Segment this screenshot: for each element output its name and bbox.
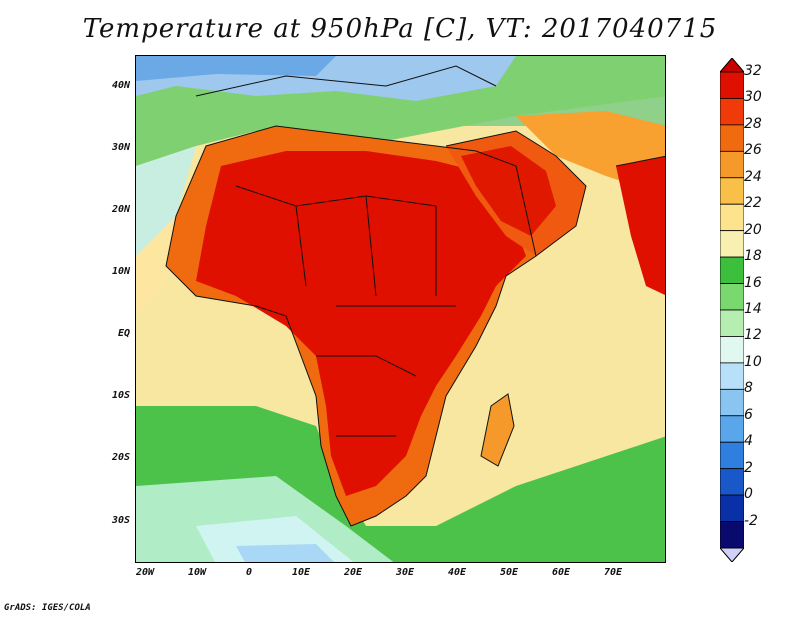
colorbar-swatch (720, 124, 744, 152)
madagascar (481, 394, 514, 466)
lon-label-10e: 10E (291, 567, 311, 578)
lat-label-30s: 30S (111, 515, 130, 526)
lon-label-20w: 20W (135, 567, 155, 578)
colorbar-label: 0 (744, 486, 753, 503)
south-cold-patch (236, 544, 334, 562)
colorbar-swatch (720, 256, 744, 284)
lat-label-30n: 30N (111, 142, 130, 153)
colorbar-label: 26 (744, 142, 762, 159)
colorbar-swatch (720, 521, 744, 549)
colorbar-label: 16 (744, 274, 762, 291)
colorbar-swatch (720, 230, 744, 258)
arabia-hot (461, 146, 556, 236)
colorbar-swatch (720, 283, 744, 311)
lat-label-20n: 20N (111, 204, 130, 215)
colorbar-label: 6 (744, 406, 753, 423)
colorbar-swatch (720, 71, 744, 99)
lon-label-20e: 20E (343, 567, 363, 578)
lat-label-20s: 20S (111, 452, 130, 463)
colorbar-label: 28 (744, 115, 762, 132)
country-borders (165, 65, 665, 527)
atlantic-yellow (136, 216, 176, 316)
colorbar-swatch (720, 177, 744, 205)
colorbar-label: 20 (744, 221, 762, 238)
lat-label-eq: EQ (117, 328, 130, 339)
colorbar-swatch (720, 150, 744, 179)
colorbar-swatch (720, 388, 744, 417)
colorbar-label: 2 (744, 459, 753, 476)
colorbar-label: 10 (744, 353, 762, 370)
colorbar-bottom-arrow (720, 547, 744, 562)
colorbar-swatch (720, 468, 744, 496)
colorbar-swatch (720, 441, 744, 470)
lat-label-10s: 10S (111, 390, 130, 401)
lon-label-30e: 30E (395, 567, 415, 578)
colorbar-swatch (720, 98, 744, 126)
lat-label-10n: 10N (111, 266, 130, 277)
lon-label-40e: 40E (447, 567, 467, 578)
lon-label-10w: 10W (187, 567, 207, 578)
temperature-map (136, 56, 665, 562)
north-cold-patch (136, 56, 336, 81)
lon-label-50e: 50E (499, 567, 519, 578)
colorbar-label: -2 (744, 512, 758, 529)
colorbar-label: 18 (744, 248, 762, 265)
africa-hot (196, 151, 526, 496)
colorbar-label: 22 (744, 195, 762, 212)
lon-label-60e: 60E (551, 567, 571, 578)
colorbar-label: 32 (744, 63, 762, 79)
colorbar-label: 30 (744, 89, 762, 106)
colorbar-swatch (720, 362, 744, 390)
colorbar-swatch (720, 203, 744, 232)
colorbar-label: 12 (744, 327, 762, 344)
credit-text: GrADS: IGES/COLA (4, 603, 91, 613)
colorbar-swatch (720, 415, 744, 443)
colorbar-swatch (720, 494, 744, 522)
colorbar-label: 24 (744, 168, 762, 185)
south-pale (136, 476, 394, 562)
chart-title: Temperature at 950hPa [C], VT: 201704071… (82, 14, 718, 44)
colorbar-label: 4 (744, 433, 753, 450)
lat-label-40n: 40N (111, 80, 130, 91)
colorbar-label: 14 (744, 301, 762, 317)
colorbar-swatch (720, 336, 744, 364)
colorbar (720, 58, 744, 562)
lon-label-0: 0 (245, 567, 253, 578)
colorbar-swatch (720, 309, 744, 337)
colorbar-top-arrow (720, 58, 744, 73)
atlantic-pale (136, 146, 196, 256)
india-hot (616, 156, 665, 296)
map-plot-area (135, 55, 666, 563)
lon-label-70e: 70E (603, 567, 623, 578)
colorbar-label: 8 (744, 380, 753, 397)
